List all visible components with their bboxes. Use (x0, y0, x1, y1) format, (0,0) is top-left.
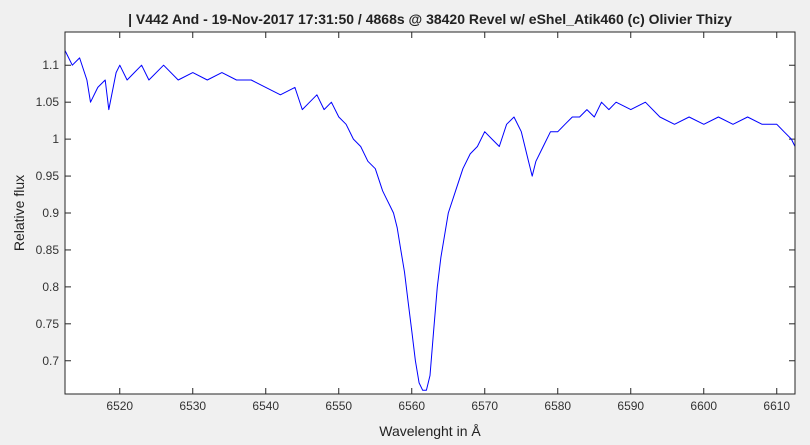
x-tick-label: 6610 (763, 399, 790, 413)
y-tick-label: 0.7 (42, 354, 59, 368)
x-tick-label: 6570 (471, 399, 498, 413)
y-tick-label: 0.95 (36, 169, 60, 183)
x-tick-label: 6590 (617, 399, 644, 413)
y-tick-label: 1.1 (42, 58, 59, 72)
x-tick-label: 6520 (106, 399, 133, 413)
plot-area (65, 32, 795, 394)
x-axis-label: Wavelenght in Å (379, 423, 481, 439)
y-axis-label: Relative flux (11, 175, 27, 251)
y-tick-label: 1.05 (36, 95, 60, 109)
y-tick-label: 1 (52, 132, 59, 146)
series-line-0 (64, 50, 796, 391)
y-tick-label: 0.9 (42, 206, 59, 220)
x-tick-label: 6550 (325, 399, 352, 413)
x-tick-label: 6600 (690, 399, 717, 413)
y-tick-label: 0.75 (36, 317, 60, 331)
x-tick-label: 6530 (179, 399, 206, 413)
x-tick-label: 6580 (544, 399, 571, 413)
y-tick-label: 0.8 (42, 280, 59, 294)
plot-frame (64, 31, 796, 395)
series-group (64, 50, 796, 391)
x-tick-label: 6560 (398, 399, 425, 413)
axis-ticks: 6520 6530 6540 6550 6560 6570 6580 6590 6600 6610… (36, 32, 795, 413)
y-tick-label: 0.85 (36, 243, 60, 257)
chart-title: | V442 And - 19-Nov-2017 17:31:50 / 4868… (128, 11, 732, 27)
x-tick-label: 6540 (252, 399, 279, 413)
